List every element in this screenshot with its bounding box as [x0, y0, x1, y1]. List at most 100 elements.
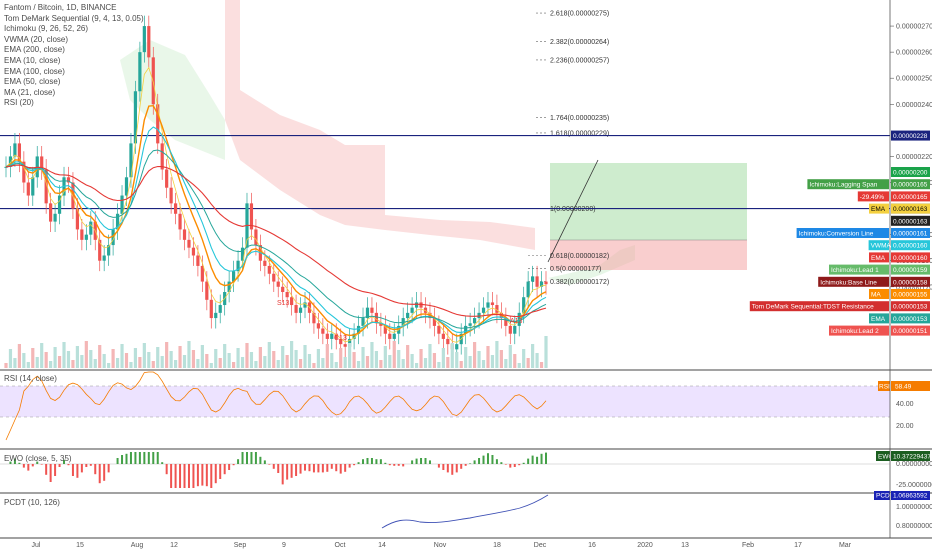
volume-bar	[374, 351, 379, 368]
candle-body	[276, 281, 280, 287]
ewo-bar	[326, 464, 329, 472]
legend-item-ichimoku[interactable]: Ichimoku (9, 26, 52, 26)	[4, 24, 89, 34]
pcdt-pane-label[interactable]: PCDT (10, 126)	[4, 498, 60, 507]
ewo-bar	[357, 462, 360, 464]
ema-100-line	[5, 164, 547, 318]
volume-bar	[44, 352, 48, 368]
ewo-bar	[156, 452, 159, 464]
candle-body	[490, 302, 495, 306]
legend-item-ema200[interactable]: EMA (200, close)	[4, 45, 65, 55]
candle-body	[263, 260, 267, 266]
x-tick-label: Jul	[32, 542, 41, 549]
candle-body	[182, 229, 187, 240]
rsi-last-tag-label: RSI	[879, 384, 890, 391]
ewo-bar	[250, 452, 253, 464]
ewo-bar	[179, 464, 182, 488]
legend-item-ema50[interactable]: EMA (50, close)	[4, 77, 61, 87]
legend-item-ma21[interactable]: MA (21, close)	[4, 87, 56, 97]
price-axis[interactable]: 0.00000270 0.00000260 0.00000250 0.00000240…	[749, 0, 932, 538]
volume-bar	[102, 354, 106, 368]
candle-body	[406, 312, 410, 319]
ewo-bar	[245, 452, 248, 464]
candle-body	[44, 169, 48, 204]
volume-bar	[111, 349, 115, 368]
volume-bar	[477, 351, 481, 368]
ewo-bar	[495, 459, 498, 464]
candle-body	[504, 318, 508, 326]
time-axis[interactable]: Jul 15 Aug 12 Sep 9 Oct 14 Nov 18 Dec 16 2020 13 Feb 17…	[32, 542, 852, 549]
volume-bar	[129, 362, 133, 368]
price-tag-value: 0.00000165	[893, 194, 928, 201]
volume-bar	[31, 348, 35, 368]
rsi-pane-label[interactable]: RSI (14, close)	[4, 374, 57, 383]
volume-bar	[263, 356, 267, 368]
candle-body	[321, 328, 325, 334]
price-tag-value: 0.00000163	[893, 206, 928, 213]
candle-body	[361, 318, 365, 326]
candle-body	[75, 208, 80, 230]
pcdt-pane[interactable]: 1.00000000 0.80000000 PCDT 1.06863592	[381, 491, 932, 530]
ewo-bar	[504, 464, 507, 465]
candle-body	[539, 281, 544, 287]
price-pane[interactable]: 2.618(0.00000275) 2.382(0.00000264) 2.236(…	[0, 0, 930, 368]
ewo-bar	[36, 461, 39, 464]
volume-bar	[348, 343, 352, 368]
candle-body	[281, 286, 285, 292]
volume-bar	[232, 362, 236, 368]
legend-item-ema10[interactable]: EMA (10, close)	[4, 55, 61, 65]
x-tick-label: 18	[493, 542, 501, 549]
candle-body	[267, 265, 271, 274]
candle-body	[66, 177, 71, 183]
candle-body	[419, 302, 423, 308]
ewo-bar	[304, 464, 307, 471]
legend-item-tdseq[interactable]: Tom DeMark Sequential (9, 4, 13, 0.05)	[4, 13, 144, 23]
volume-bar	[49, 361, 53, 368]
price-tag-value: 0.00000163	[893, 218, 928, 225]
ewo-pane-label[interactable]: EWO (close, 5, 35)	[4, 454, 72, 463]
volume-bar	[481, 360, 486, 368]
volume-bar	[468, 356, 472, 368]
candle-body	[410, 307, 414, 313]
price-tag-value: 0.00000153	[893, 304, 928, 311]
ewo-bar	[486, 453, 489, 464]
legend-item-ema100[interactable]: EMA (100, close)	[4, 66, 65, 76]
volume-bar	[107, 363, 111, 368]
candle-body	[330, 333, 334, 339]
x-tick-label: Dec	[534, 542, 547, 549]
price-tag-value: 0.00000160	[893, 243, 928, 250]
volume-bar	[446, 357, 450, 368]
horizontal-line-tag	[891, 130, 930, 141]
candle-body	[57, 195, 62, 214]
price-tag-value: 0.00000200	[893, 170, 928, 177]
price-tag-name: Ichimoku:Lead 2	[831, 328, 879, 335]
candle-body	[142, 26, 146, 53]
ewo-y-tick-label: -25.00000000	[896, 482, 932, 489]
ewo-bar	[98, 464, 101, 484]
ewo-bar	[353, 464, 356, 466]
ewo-bar	[286, 464, 289, 480]
ewo-bar	[237, 459, 240, 464]
ewo-bar	[147, 452, 150, 464]
ewo-bar	[388, 464, 391, 466]
price-tag-value-box	[891, 167, 930, 177]
candle-body	[191, 247, 196, 256]
candle-body	[160, 143, 164, 170]
volume-bar	[191, 350, 196, 368]
candle-body	[169, 187, 173, 204]
fib-level-label: 0.618(0.00000182)	[550, 253, 609, 260]
ewo-bar	[290, 464, 293, 478]
candle-body	[294, 305, 298, 313]
ewo-bar	[522, 462, 525, 464]
candle-body	[379, 323, 383, 326]
volume-bar	[151, 361, 155, 368]
price-tag-value: 0.00000161	[893, 231, 928, 238]
ewo-bar	[76, 464, 79, 478]
legend-item-rsi20[interactable]: RSI (20)	[4, 98, 34, 108]
price-tag-name: Ichimoku:Base Line	[820, 279, 877, 286]
rsi-pane[interactable]: 40.00 20.00 RSI 58.49	[0, 371, 930, 441]
ewo-bar	[40, 464, 43, 465]
candle-body	[187, 239, 191, 248]
legend-item-vwma[interactable]: VWMA (20, close)	[4, 34, 69, 44]
